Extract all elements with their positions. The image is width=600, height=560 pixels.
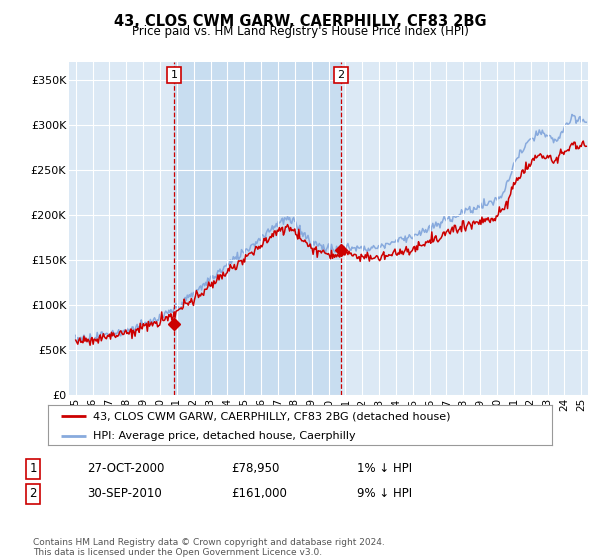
Text: 2: 2 [338, 70, 345, 80]
Bar [174, 62, 341, 395]
Text: 1: 1 [29, 462, 37, 475]
Text: £161,000: £161,000 [231, 487, 287, 501]
Text: 43, CLOS CWM GARW, CAERPHILLY, CF83 2BG (detached house): 43, CLOS CWM GARW, CAERPHILLY, CF83 2BG … [94, 411, 451, 421]
Text: 27-OCT-2000: 27-OCT-2000 [87, 462, 164, 475]
Text: 30-SEP-2010: 30-SEP-2010 [87, 487, 162, 501]
Text: HPI: Average price, detached house, Caerphilly: HPI: Average price, detached house, Caer… [94, 431, 356, 441]
Text: £78,950: £78,950 [231, 462, 280, 475]
Text: 9% ↓ HPI: 9% ↓ HPI [357, 487, 412, 501]
Text: 2: 2 [29, 487, 37, 501]
Text: 43, CLOS CWM GARW, CAERPHILLY, CF83 2BG: 43, CLOS CWM GARW, CAERPHILLY, CF83 2BG [113, 14, 487, 29]
Text: 1% ↓ HPI: 1% ↓ HPI [357, 462, 412, 475]
Text: Contains HM Land Registry data © Crown copyright and database right 2024.
This d: Contains HM Land Registry data © Crown c… [33, 538, 385, 557]
Text: Price paid vs. HM Land Registry's House Price Index (HPI): Price paid vs. HM Land Registry's House … [131, 25, 469, 38]
Text: 1: 1 [170, 70, 178, 80]
